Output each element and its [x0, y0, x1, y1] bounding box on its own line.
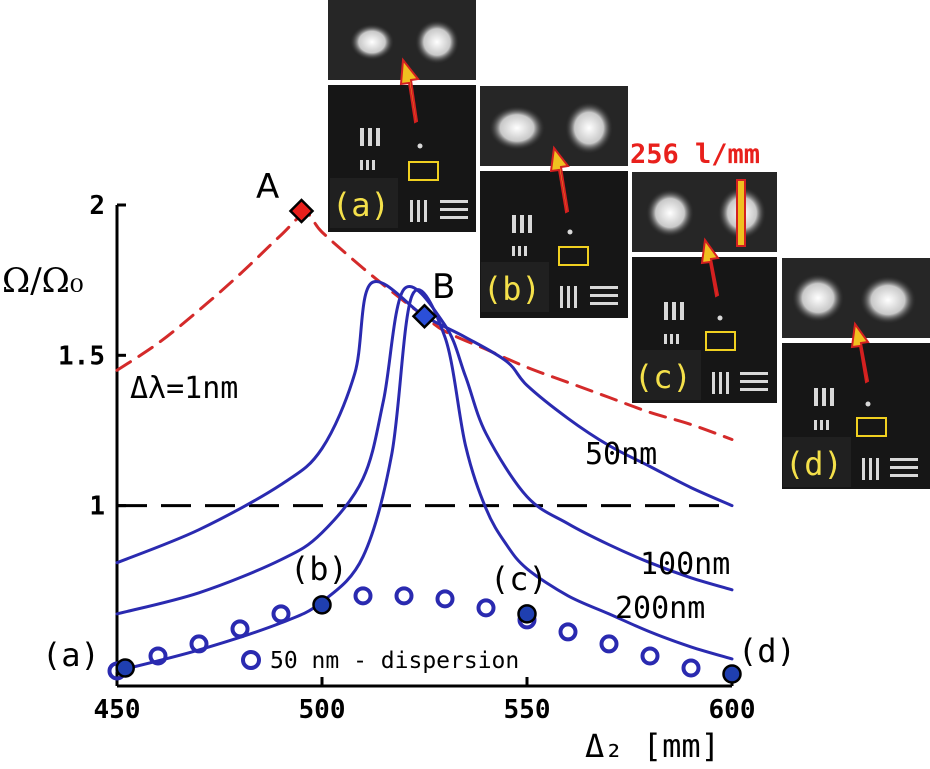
- inset-b-blob-left: [489, 106, 545, 150]
- inset-b-arrow: [549, 145, 570, 214]
- inset-c-resolution-label: 256 l/mm: [630, 139, 760, 170]
- inset-d: (d): [782, 258, 930, 489]
- inset-c-resolution-bar: [736, 179, 746, 247]
- inset-d-label-bg: [783, 437, 851, 487]
- inset-d-blob-left: [792, 274, 844, 322]
- dispersion-marker-540: [476, 598, 496, 618]
- x-tick-label-500: 500: [299, 695, 346, 725]
- special-point-a: [288, 198, 315, 224]
- measured-label-c: (c): [490, 560, 548, 598]
- dispersion-marker-490: [271, 604, 291, 624]
- inset-c-label: (c): [634, 358, 692, 396]
- inset-a: (a): [328, 0, 476, 232]
- x-tick-label-450: 450: [94, 695, 141, 725]
- dispersion-marker-590: [681, 658, 701, 678]
- axes: [115, 205, 732, 688]
- inset-c-highlight-box: [705, 331, 736, 351]
- inset-d-highlight-box: [856, 417, 887, 437]
- inset-b-bars: [512, 215, 618, 308]
- inset-a-bars: [360, 128, 468, 222]
- legend-dispersion-label: 50 nm - dispersion: [270, 648, 519, 674]
- measured-label-a: (a): [42, 636, 100, 674]
- inset-a-label-bg: [330, 178, 398, 228]
- inset-c: 256 l/mm (c): [630, 139, 777, 403]
- inset-b-label-bg: [481, 262, 549, 312]
- measured-point-d: [722, 664, 742, 684]
- inset-a-highlight-box: [408, 161, 439, 181]
- inset-b-label: (b): [483, 270, 541, 308]
- measured-label-d: (d): [738, 632, 796, 670]
- series-line-200nm: [115, 288, 734, 673]
- y-tick-label-1.5: 1.5: [58, 341, 105, 371]
- inset-a-blob-left: [350, 24, 394, 60]
- inset-a-arrow: [399, 57, 420, 124]
- annotation-100nm: 100nm: [640, 547, 730, 582]
- inset-c-arrow: [700, 237, 720, 298]
- legend: 50 nm - dispersion: [241, 648, 519, 674]
- dispersion-marker-480: [230, 619, 250, 639]
- inset-d-bars: [814, 388, 918, 480]
- y-axis-label: Ω/Ω₀: [2, 261, 83, 301]
- measured-point-a: [115, 658, 135, 678]
- dispersion-marker-520: [394, 586, 414, 606]
- x-tick-label-550: 550: [504, 695, 551, 725]
- dispersion-marker-580: [640, 646, 660, 666]
- x-axis-label: Δ₂ [mm]: [585, 727, 720, 765]
- legend-open-circle-marker: [241, 650, 261, 670]
- inset-d-label: (d): [785, 445, 843, 483]
- annotation-dlambda-1nm: Δλ=1nm: [130, 371, 238, 406]
- dispersion-marker-470: [189, 634, 209, 654]
- measured-point-c: [517, 604, 537, 624]
- special-point-b: [411, 303, 438, 329]
- inset-a-label: (a): [332, 186, 390, 224]
- measured-label-b: (b): [290, 550, 348, 588]
- dispersion-marker-460: [148, 646, 168, 666]
- point-a-label: A: [256, 167, 279, 207]
- annotation-50nm: 50nm: [585, 437, 657, 472]
- inset-b-blob-right: [565, 102, 613, 154]
- dispersion-marker-560: [558, 622, 578, 642]
- dispersion-marker-570: [599, 634, 619, 654]
- inset-d-arrow: [850, 321, 870, 384]
- dispersion-marker-510: [353, 586, 373, 606]
- point-b-label: B: [432, 267, 455, 307]
- inset-b-highlight-box: [558, 246, 589, 266]
- y-tick-label-1: 1: [89, 492, 105, 522]
- dispersion-marker-530: [435, 589, 455, 609]
- measured-point-b: [312, 595, 332, 615]
- inset-c-blob-left: [646, 189, 694, 237]
- x-tick-label-600: 600: [709, 695, 756, 725]
- series-line-100nm: [115, 285, 734, 616]
- inset-c-label-bg: [633, 350, 701, 400]
- inset-b: (b): [480, 86, 628, 318]
- y-tick-label-2: 2: [89, 191, 105, 221]
- inset-c-bars: [664, 302, 768, 394]
- inset-d-blob-right: [860, 276, 916, 324]
- annotation-200nm: 200nm: [615, 591, 705, 626]
- inset-a-blob-right: [415, 20, 459, 64]
